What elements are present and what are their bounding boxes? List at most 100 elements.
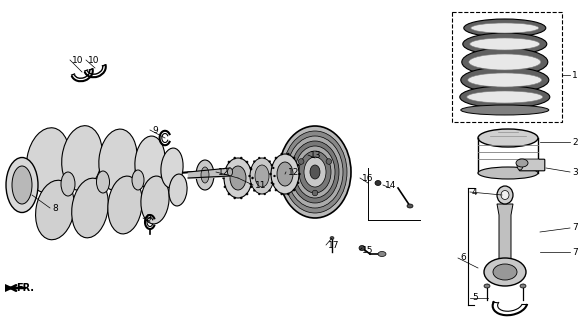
Ellipse shape bbox=[462, 48, 548, 76]
Ellipse shape bbox=[250, 167, 252, 169]
Ellipse shape bbox=[253, 161, 255, 163]
Ellipse shape bbox=[269, 189, 271, 191]
Ellipse shape bbox=[251, 177, 254, 179]
Polygon shape bbox=[5, 284, 14, 292]
Text: 15: 15 bbox=[362, 245, 374, 254]
Ellipse shape bbox=[248, 175, 251, 177]
Ellipse shape bbox=[234, 157, 236, 159]
Text: 4: 4 bbox=[472, 188, 477, 196]
Ellipse shape bbox=[461, 105, 549, 115]
Ellipse shape bbox=[297, 164, 299, 166]
Ellipse shape bbox=[271, 182, 273, 184]
Ellipse shape bbox=[224, 168, 226, 170]
Ellipse shape bbox=[97, 171, 110, 193]
Ellipse shape bbox=[161, 148, 183, 188]
Text: 8: 8 bbox=[52, 204, 58, 212]
Ellipse shape bbox=[36, 180, 75, 240]
Ellipse shape bbox=[271, 164, 273, 166]
Ellipse shape bbox=[463, 33, 547, 55]
Ellipse shape bbox=[27, 128, 69, 192]
Ellipse shape bbox=[108, 176, 142, 234]
Ellipse shape bbox=[484, 258, 526, 286]
Text: 5: 5 bbox=[472, 293, 477, 302]
Ellipse shape bbox=[460, 86, 550, 108]
Ellipse shape bbox=[240, 197, 243, 199]
Ellipse shape bbox=[6, 157, 38, 212]
Ellipse shape bbox=[279, 126, 351, 218]
Ellipse shape bbox=[72, 178, 108, 238]
Ellipse shape bbox=[330, 236, 334, 239]
Ellipse shape bbox=[230, 166, 246, 190]
Ellipse shape bbox=[304, 157, 326, 187]
Ellipse shape bbox=[224, 158, 252, 198]
Ellipse shape bbox=[287, 136, 343, 208]
Ellipse shape bbox=[272, 167, 274, 169]
Ellipse shape bbox=[298, 173, 301, 175]
Circle shape bbox=[298, 159, 304, 164]
Ellipse shape bbox=[299, 151, 331, 193]
Ellipse shape bbox=[271, 154, 299, 194]
Circle shape bbox=[326, 159, 332, 164]
Bar bbox=[452, 12, 562, 122]
Ellipse shape bbox=[469, 54, 541, 70]
Polygon shape bbox=[495, 204, 515, 277]
Ellipse shape bbox=[287, 193, 289, 195]
Text: 7: 7 bbox=[572, 247, 578, 257]
Text: 9: 9 bbox=[145, 213, 151, 222]
Ellipse shape bbox=[234, 197, 236, 199]
Ellipse shape bbox=[283, 131, 347, 213]
Ellipse shape bbox=[468, 73, 542, 87]
Ellipse shape bbox=[378, 252, 386, 257]
Ellipse shape bbox=[224, 186, 226, 188]
Ellipse shape bbox=[493, 264, 517, 280]
Ellipse shape bbox=[517, 160, 523, 170]
Ellipse shape bbox=[520, 284, 526, 288]
Ellipse shape bbox=[12, 166, 32, 204]
Ellipse shape bbox=[132, 170, 144, 190]
Ellipse shape bbox=[516, 159, 528, 167]
Ellipse shape bbox=[222, 177, 224, 179]
Text: 2: 2 bbox=[572, 138, 578, 147]
Ellipse shape bbox=[250, 186, 252, 188]
Text: 17: 17 bbox=[328, 241, 339, 250]
Text: 12: 12 bbox=[288, 167, 300, 177]
Ellipse shape bbox=[228, 193, 230, 195]
Ellipse shape bbox=[255, 165, 269, 187]
Text: 7: 7 bbox=[572, 223, 578, 233]
Ellipse shape bbox=[478, 167, 538, 179]
Ellipse shape bbox=[250, 158, 274, 194]
Ellipse shape bbox=[275, 157, 277, 159]
Ellipse shape bbox=[310, 165, 320, 179]
Ellipse shape bbox=[258, 193, 260, 195]
Ellipse shape bbox=[275, 189, 277, 191]
Ellipse shape bbox=[169, 174, 187, 206]
Ellipse shape bbox=[467, 91, 543, 103]
Ellipse shape bbox=[464, 19, 546, 37]
Ellipse shape bbox=[269, 173, 272, 175]
Ellipse shape bbox=[461, 67, 549, 93]
Ellipse shape bbox=[250, 183, 252, 185]
Ellipse shape bbox=[264, 157, 266, 159]
Ellipse shape bbox=[196, 160, 214, 190]
Text: 3: 3 bbox=[572, 167, 578, 177]
Ellipse shape bbox=[264, 193, 266, 195]
Ellipse shape bbox=[497, 186, 513, 204]
Text: FR.: FR. bbox=[16, 283, 34, 293]
Text: 10: 10 bbox=[88, 55, 100, 65]
Ellipse shape bbox=[273, 175, 276, 177]
Ellipse shape bbox=[280, 153, 283, 155]
Ellipse shape bbox=[291, 141, 339, 203]
Text: 13: 13 bbox=[310, 150, 321, 159]
Ellipse shape bbox=[258, 157, 260, 159]
Ellipse shape bbox=[61, 172, 75, 196]
Text: 9: 9 bbox=[152, 125, 158, 134]
Ellipse shape bbox=[250, 168, 252, 170]
Ellipse shape bbox=[62, 126, 102, 190]
Text: 16: 16 bbox=[362, 173, 374, 182]
Ellipse shape bbox=[227, 168, 233, 176]
Ellipse shape bbox=[253, 189, 255, 191]
Text: 1: 1 bbox=[572, 70, 578, 79]
Ellipse shape bbox=[141, 176, 169, 224]
Ellipse shape bbox=[407, 204, 413, 208]
FancyBboxPatch shape bbox=[519, 159, 545, 171]
